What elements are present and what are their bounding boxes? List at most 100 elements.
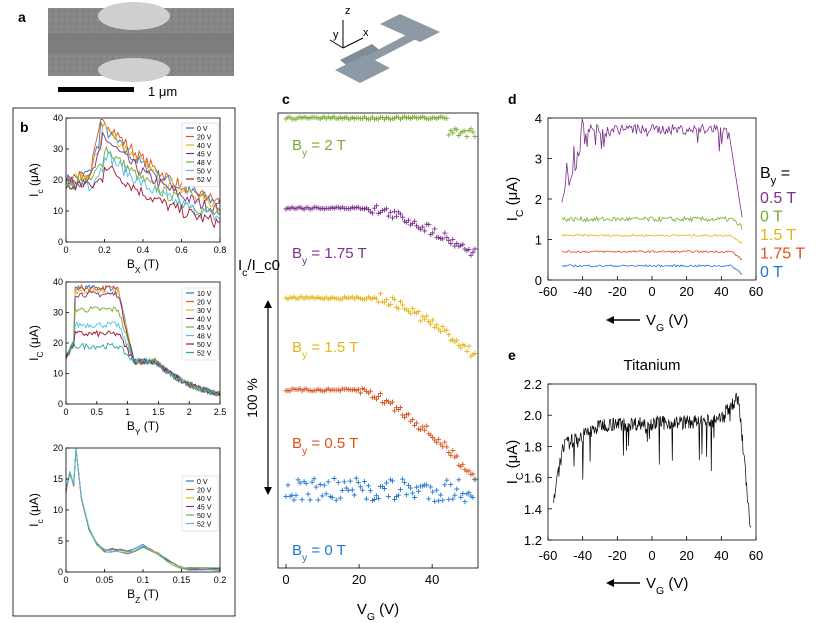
scatter-point — [390, 399, 395, 405]
scatter-point — [464, 134, 470, 140]
series-label: By = 0.5 T — [292, 435, 358, 457]
scatter-point — [438, 329, 444, 335]
scatter-point — [402, 415, 408, 420]
scatter-point — [335, 480, 341, 486]
scatter-point — [444, 477, 450, 483]
scatter-point — [456, 477, 462, 483]
y-tick-label: 2.2 — [524, 377, 542, 392]
scatter-point — [440, 323, 446, 329]
y-tick-label: 0 — [58, 567, 63, 577]
scatter-point — [432, 498, 438, 504]
chart-b2: 0 0.5 1 1.5 2 2.5 0 10 20 30 40 BY (T) IC (μA) 10 V 20… — [27, 277, 226, 437]
scatter-point — [430, 435, 436, 440]
series-label: By = 1.75 T — [292, 245, 367, 267]
x-tick-label: -60 — [539, 284, 558, 299]
y-tick-label: 40 — [53, 113, 63, 123]
scatter-point — [434, 322, 440, 328]
scatter-point — [418, 318, 424, 324]
scatter-point — [355, 479, 361, 485]
legend-label: 45 V — [197, 325, 212, 332]
scatter-point — [331, 476, 337, 481]
scatter-point — [448, 241, 454, 246]
y-tick-label: 10 — [53, 505, 63, 515]
scatter-point — [450, 496, 456, 502]
scatter-point — [349, 487, 355, 493]
x-tick-label: 60 — [749, 284, 763, 299]
scatter-point — [416, 309, 422, 315]
scatter-point — [398, 211, 403, 217]
y-tick-label: 2.0 — [524, 408, 542, 423]
scatter-point — [432, 226, 438, 232]
scatter-point — [448, 452, 454, 458]
scatter-point — [396, 492, 401, 498]
scatter-point — [367, 388, 373, 394]
x-tick-label: 0.5 — [91, 407, 104, 417]
sem-image — [48, 2, 234, 82]
scatter-point — [339, 487, 345, 493]
scatter-point — [394, 213, 399, 219]
scatter-point — [408, 310, 414, 316]
legend-label: 50 V — [197, 169, 212, 176]
y-tick-label: 1.4 — [524, 502, 542, 517]
scatter-point — [400, 476, 406, 482]
scatter-point — [434, 487, 440, 493]
x-axis-label: BX (T) — [127, 257, 159, 275]
device-sketch — [329, 14, 440, 83]
series-line — [561, 250, 743, 261]
scatter-point — [375, 393, 381, 399]
x-tick-label: 0.2 — [98, 245, 111, 255]
legend-label: 45 V — [197, 152, 212, 159]
chart-title: Titanium — [624, 357, 681, 374]
scatter-point — [450, 130, 456, 136]
x-tick-label: 20 — [679, 548, 693, 563]
scatter-point — [470, 494, 476, 500]
x-tick-label: 2.5 — [214, 407, 227, 417]
scatter-point — [464, 348, 470, 354]
scatter-point — [422, 427, 428, 433]
scale-arrow-head — [264, 300, 272, 308]
plot-frame — [547, 383, 757, 541]
scatter-point — [406, 411, 412, 417]
scatter-point — [295, 477, 301, 483]
scatter-point — [311, 476, 317, 482]
legend-label: 0.5 T — [760, 190, 796, 207]
scatter-point — [456, 133, 462, 138]
legend-label: 48 V — [197, 160, 212, 167]
x-tick-label: 20 — [352, 572, 366, 587]
scatter-point — [448, 482, 454, 488]
y-tick-label: 1.2 — [524, 533, 542, 548]
scatter-point — [341, 479, 347, 485]
y-axis-label: IC (μA) — [504, 440, 526, 485]
scatter-point — [466, 343, 472, 349]
scatter-point — [472, 351, 478, 356]
y-tick-label: 1.8 — [524, 439, 542, 454]
scatter-point — [466, 246, 472, 252]
x-tick-label: 0 — [63, 245, 68, 255]
scatter-point — [468, 126, 474, 132]
y-axis-label: IC (μA) — [504, 177, 526, 222]
scatter-point — [410, 305, 416, 311]
y-tick-label: 30 — [53, 308, 63, 318]
scatter-point — [472, 134, 478, 140]
scatter-point — [434, 440, 440, 446]
scatter-point — [398, 487, 403, 493]
y-tick-label: 1 — [535, 233, 542, 248]
legend-label: 0 T — [760, 264, 783, 281]
panel-c-label: c — [282, 91, 290, 107]
x-tick-label: 0 — [63, 407, 68, 417]
y-axis-label: Ic/I_c0 — [238, 257, 280, 279]
x-tick-label: 2 — [187, 407, 192, 417]
scatter-point — [414, 484, 420, 490]
scatter-point — [392, 408, 397, 414]
legend-label: 40 V — [197, 317, 212, 324]
axis-y-label: y — [333, 29, 339, 41]
scatter-point — [303, 480, 309, 486]
x-tick-label: -60 — [539, 548, 558, 563]
scatter-point — [422, 316, 428, 322]
legend-label: 1.5 T — [760, 227, 796, 244]
panel-b-label: b — [20, 119, 29, 135]
series-line — [65, 119, 221, 205]
scatter-point — [313, 484, 319, 490]
scatter-point — [388, 209, 393, 215]
